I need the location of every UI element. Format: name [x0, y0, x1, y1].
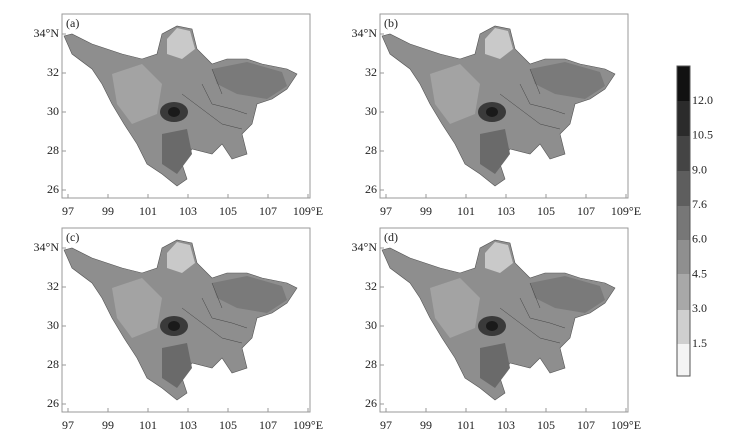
panel-frame: [379, 227, 629, 413]
x-tick-label: 105: [219, 418, 237, 432]
colorbar-bin: [677, 136, 690, 171]
panel-frame: [379, 13, 629, 199]
y-tick-label: 30: [365, 318, 377, 332]
y-tick-label: 30: [47, 318, 59, 332]
x-tick-label: 101: [139, 204, 157, 218]
x-tick-label: 107: [259, 204, 277, 218]
y-tick-label: 34°N: [34, 26, 60, 40]
colorbar-tick-label: 12.0: [692, 93, 713, 107]
colorbar-bin: [677, 206, 690, 240]
colorbar-tick-label: 7.6: [692, 197, 707, 211]
x-tick-label: 101: [457, 418, 475, 432]
x-tick-label: 97: [62, 204, 74, 218]
colorbar-tick-label: 4.5: [692, 266, 707, 280]
map-panel: (b) 97 99 101 103 105 107 109°E 34°N 32 30 28 26: [352, 13, 641, 218]
colorbar-tick-label: 3.0: [692, 301, 707, 315]
colorbar-bin: [677, 274, 690, 310]
x-tick-label: 103: [497, 418, 515, 432]
panel-label: (b): [384, 16, 398, 30]
colorbar-bin: [677, 66, 690, 101]
y-tick-label: 28: [365, 143, 377, 157]
x-tick-label: 109°E: [293, 418, 323, 432]
colorbar-tick-label: 1.5: [692, 336, 707, 350]
panel-label: (a): [66, 16, 79, 30]
x-tick-label: 105: [537, 204, 555, 218]
x-tick-label: 97: [380, 204, 392, 218]
panel-frame: [61, 227, 311, 413]
province-map: [381, 25, 616, 187]
panel-label: (c): [66, 230, 79, 244]
x-tick-label: 103: [179, 418, 197, 432]
colorbar-bin: [677, 310, 690, 344]
y-tick-label: 34°N: [34, 240, 60, 254]
panel-frame: [61, 13, 311, 199]
y-tick-label: 28: [365, 357, 377, 371]
y-tick-label: 32: [365, 65, 377, 79]
x-tick-label: 101: [457, 204, 475, 218]
x-tick-label: 105: [537, 418, 555, 432]
y-tick-label: 30: [365, 104, 377, 118]
x-tick-label: 99: [420, 418, 432, 432]
x-tick-label: 103: [497, 204, 515, 218]
x-tick-label: 97: [380, 418, 392, 432]
x-tick-label: 107: [577, 204, 595, 218]
x-tick-label: 105: [219, 204, 237, 218]
colorbar-tick-label: 6.0: [692, 232, 707, 246]
x-tick-label: 109°E: [611, 418, 641, 432]
province-map: [63, 25, 298, 187]
map-panel: (c) 97 99 101 103 105 107 109°E 34°N 32 30 28 26: [34, 227, 323, 432]
colorbar-bin: [677, 101, 690, 136]
x-tick-label: 99: [420, 204, 432, 218]
x-tick-label: 99: [102, 204, 114, 218]
colorbar-bin: [677, 240, 690, 274]
map-panel: (d) 97 99 101 103 105 107 109°E 34°N 32 30 28 26: [352, 227, 641, 432]
x-tick-label: 109°E: [293, 204, 323, 218]
x-tick-label: 107: [259, 418, 277, 432]
x-tick-label: 99: [102, 418, 114, 432]
y-tick-label: 32: [47, 65, 59, 79]
y-tick-label: 28: [47, 143, 59, 157]
y-tick-label: 32: [365, 279, 377, 293]
y-tick-label: 26: [365, 182, 377, 196]
x-tick-label: 101: [139, 418, 157, 432]
colorbar: 1.5 3.0 4.5 6.0 7.6 9.0 10.5 12.0: [676, 65, 713, 377]
x-tick-label: 103: [179, 204, 197, 218]
y-tick-label: 32: [47, 279, 59, 293]
x-tick-label: 109°E: [611, 204, 641, 218]
y-tick-label: 34°N: [352, 240, 378, 254]
y-tick-label: 34°N: [352, 26, 378, 40]
province-map: [63, 239, 298, 401]
x-tick-label: 97: [62, 418, 74, 432]
y-tick-label: 26: [47, 396, 59, 410]
colorbar-frame: [676, 65, 691, 377]
colorbar-tick-label: 9.0: [692, 162, 707, 176]
colorbar-bin: [677, 171, 690, 206]
x-tick-label: 107: [577, 418, 595, 432]
y-tick-label: 28: [47, 357, 59, 371]
colorbar-bin: [677, 344, 690, 376]
map-panel: (a) 97 99 101 103 105 107 109°E 34°N 32 30 28 26: [34, 13, 323, 218]
panel-label: (d): [384, 230, 398, 244]
y-tick-label: 26: [47, 182, 59, 196]
y-tick-label: 30: [47, 104, 59, 118]
colorbar-tick-label: 10.5: [692, 128, 713, 142]
y-tick-label: 26: [365, 396, 377, 410]
province-map: [381, 239, 616, 401]
